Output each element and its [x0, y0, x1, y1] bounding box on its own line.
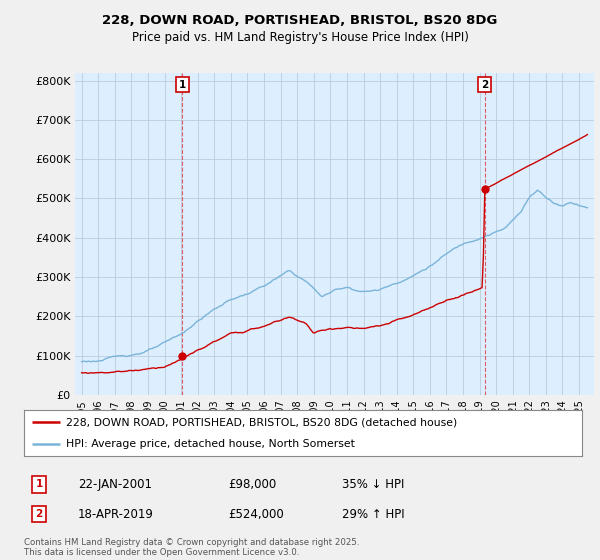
- Text: Price paid vs. HM Land Registry's House Price Index (HPI): Price paid vs. HM Land Registry's House …: [131, 31, 469, 44]
- Text: 22-JAN-2001: 22-JAN-2001: [78, 478, 152, 491]
- Text: 29% ↑ HPI: 29% ↑ HPI: [342, 507, 404, 521]
- Text: 1: 1: [35, 479, 43, 489]
- Text: £98,000: £98,000: [228, 478, 276, 491]
- Text: 18-APR-2019: 18-APR-2019: [78, 507, 154, 521]
- Text: 35% ↓ HPI: 35% ↓ HPI: [342, 478, 404, 491]
- Text: 228, DOWN ROAD, PORTISHEAD, BRISTOL, BS20 8DG: 228, DOWN ROAD, PORTISHEAD, BRISTOL, BS2…: [103, 14, 497, 27]
- Text: Contains HM Land Registry data © Crown copyright and database right 2025.
This d: Contains HM Land Registry data © Crown c…: [24, 538, 359, 557]
- Text: 228, DOWN ROAD, PORTISHEAD, BRISTOL, BS20 8DG (detached house): 228, DOWN ROAD, PORTISHEAD, BRISTOL, BS2…: [66, 417, 457, 427]
- Text: £524,000: £524,000: [228, 507, 284, 521]
- Text: HPI: Average price, detached house, North Somerset: HPI: Average price, detached house, Nort…: [66, 439, 355, 449]
- Text: 2: 2: [481, 80, 488, 90]
- Text: 2: 2: [35, 509, 43, 519]
- Text: 1: 1: [179, 80, 186, 90]
